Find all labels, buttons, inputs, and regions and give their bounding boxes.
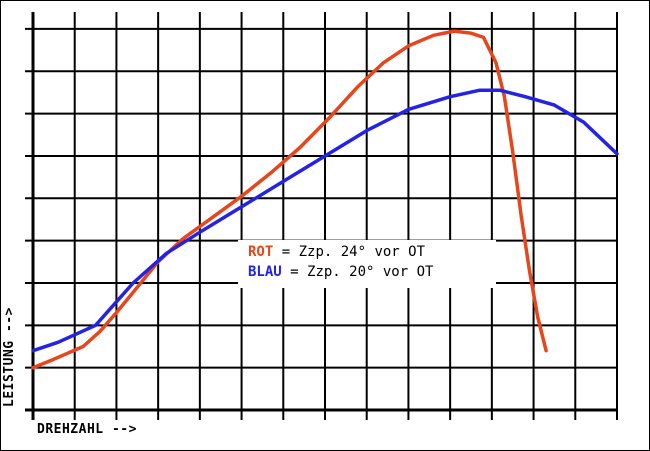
grid	[25, 12, 618, 420]
legend-key-blau: BLAU	[248, 264, 282, 280]
legend-text-blau-desc: = Zzp. 20° vor OT	[290, 264, 434, 280]
series-line-rot	[31, 29, 548, 370]
y-axis-label: LEISTUNG -->	[2, 307, 17, 407]
series-line-blau	[31, 88, 619, 353]
legend-key-rot: ROT	[248, 244, 274, 260]
legend-item-blau: BLAU = Zzp. 20° vor OT	[248, 262, 433, 282]
legend-text-rot	[273, 244, 281, 260]
legend-item-rot: ROT = Zzp. 24° vor OT	[248, 242, 425, 262]
series-lines	[31, 29, 619, 370]
axes	[25, 12, 617, 420]
legend: ROT = Zzp. 24° vor OT BLAU = Zzp. 20° vo…	[238, 240, 496, 288]
x-axis-label: DREHZAHL -->	[37, 422, 137, 437]
legend-text-rot-desc: = Zzp. 24° vor OT	[281, 244, 426, 260]
legend-text-blau	[282, 264, 290, 280]
